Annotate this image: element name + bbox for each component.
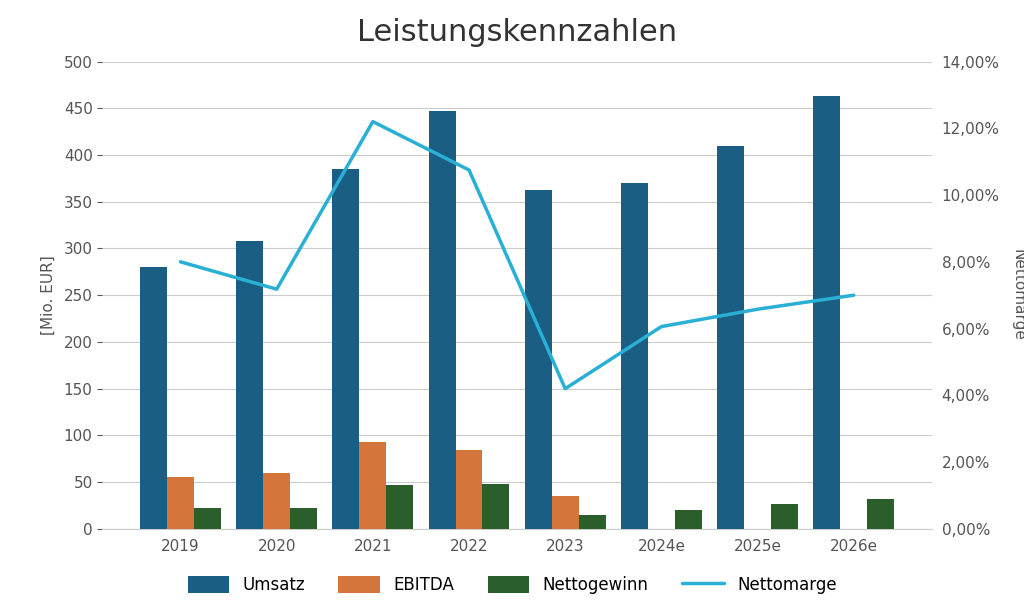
Bar: [717, 146, 744, 529]
Bar: [386, 485, 414, 529]
Bar: [167, 477, 194, 529]
Title: Leistungskennzahlen: Leistungskennzahlen: [357, 18, 677, 47]
Bar: [263, 473, 290, 529]
Bar: [579, 515, 605, 529]
Bar: [867, 499, 894, 529]
Bar: [194, 509, 221, 529]
Bar: [456, 450, 482, 529]
Y-axis label: [Mio. EUR]: [Mio. EUR]: [40, 255, 55, 335]
Legend: Umsatz, EBITDA, Nettogewinn, Nettomarge: Umsatz, EBITDA, Nettogewinn, Nettomarge: [181, 569, 843, 600]
Bar: [552, 496, 579, 529]
Bar: [237, 241, 263, 529]
Bar: [482, 484, 509, 529]
Bar: [140, 267, 167, 529]
Bar: [813, 96, 841, 529]
Bar: [621, 183, 648, 529]
Bar: [525, 189, 552, 529]
Bar: [290, 509, 317, 529]
Bar: [429, 111, 456, 529]
Y-axis label: Nettomarge: Nettomarge: [1011, 249, 1024, 341]
Bar: [771, 504, 798, 529]
Bar: [333, 169, 359, 529]
Bar: [675, 510, 701, 529]
Bar: [359, 442, 386, 529]
